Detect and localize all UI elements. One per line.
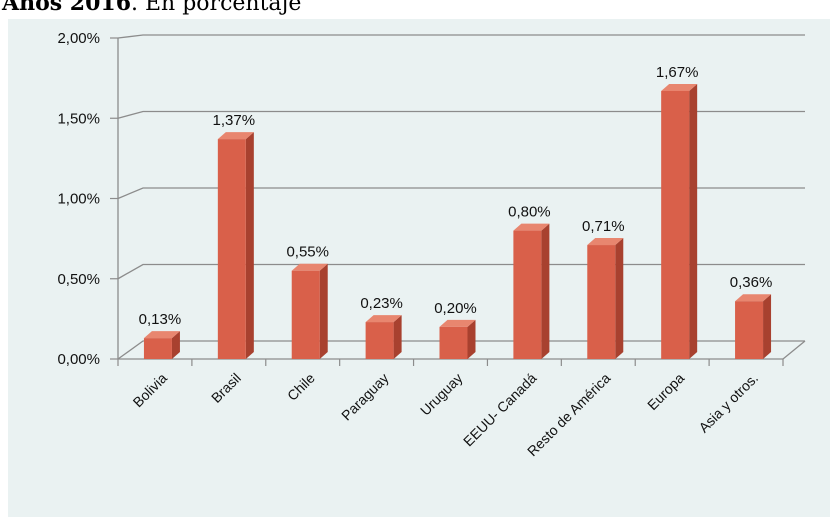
- bar-side: [319, 263, 328, 359]
- bar-top: [365, 315, 402, 323]
- gridline: [117, 187, 805, 200]
- bar-front: [365, 322, 394, 359]
- bar-front: [661, 90, 690, 359]
- bar: [439, 319, 476, 359]
- bar-front: [439, 326, 468, 359]
- chart-area: 0,00% 0,50% 1,00% 1,50% 2,00% 0,13% 1,37% 0,55…: [8, 19, 830, 517]
- bar-front: [735, 301, 764, 359]
- bar-top: [513, 223, 550, 231]
- bar-top: [143, 331, 180, 339]
- data-label: 0,36%: [730, 274, 773, 291]
- y-tick-label: 1,00%: [57, 191, 100, 208]
- bar-top: [661, 83, 698, 91]
- chart-heading: Años 2016. En porcentaje: [2, 0, 301, 18]
- x-tick-label: Europa: [644, 370, 687, 413]
- data-label: 0,55%: [286, 244, 329, 261]
- x-tick-label: Brasil: [208, 370, 244, 406]
- bar-front: [291, 270, 320, 359]
- bar: [587, 238, 624, 359]
- bar: [365, 315, 402, 359]
- gridline: [117, 110, 805, 119]
- data-label: 0,13%: [139, 311, 182, 328]
- bar: [735, 294, 772, 359]
- bar-front: [143, 338, 172, 359]
- y-tick-label: 0,50%: [57, 271, 100, 288]
- floor-right-edge: [782, 340, 806, 360]
- bar-side: [763, 294, 772, 359]
- bar-side: [689, 83, 698, 359]
- data-label: 0,71%: [582, 218, 625, 235]
- y-tick-label: 1,50%: [57, 110, 100, 127]
- bar-side: [245, 132, 254, 359]
- bar-top: [439, 319, 476, 327]
- data-label: 1,37%: [213, 112, 256, 129]
- x-tick-label: Uruguay: [417, 370, 466, 419]
- y-axis-ticks: 0,00% 0,50% 1,00% 1,50% 2,00%: [57, 30, 118, 368]
- bar-side: [467, 319, 476, 359]
- bar: [217, 132, 254, 359]
- data-label: 0,20%: [434, 300, 477, 317]
- y-tick-label: 2,00%: [57, 30, 100, 47]
- data-label: 0,80%: [508, 204, 551, 221]
- heading-unit: . En porcentaje: [131, 0, 302, 16]
- bar: [661, 83, 698, 359]
- bars: [143, 83, 772, 359]
- bar-front: [217, 139, 246, 359]
- gridline: [117, 34, 805, 39]
- bar-top: [735, 294, 772, 302]
- bar-front: [587, 245, 616, 359]
- x-tick-label: EEUU- Canadá: [460, 370, 540, 450]
- bar-side: [393, 315, 402, 359]
- x-tick-label: Asia y otros.: [695, 370, 761, 436]
- bar-top: [587, 238, 624, 246]
- data-labels: 0,13% 1,37% 0,55% 0,23% 0,20% 0,80% 0,71% 1,67%…: [139, 64, 773, 328]
- bar-side: [171, 331, 180, 359]
- bar-side: [615, 238, 624, 359]
- bar-side: [541, 223, 550, 359]
- bar: [513, 223, 550, 359]
- x-tick-label: Bolivia: [130, 370, 171, 411]
- bar-chart: 0,00% 0,50% 1,00% 1,50% 2,00% 0,13% 1,37% 0,55…: [57, 30, 806, 459]
- x-tick-label: Paraguay: [338, 370, 392, 424]
- bar-top: [217, 132, 254, 140]
- data-label: 1,67%: [656, 64, 699, 81]
- heading-years: Años 2016: [2, 0, 132, 16]
- y-tick-label: 0,00%: [57, 351, 100, 368]
- bar-front: [513, 230, 542, 359]
- bar: [143, 331, 180, 359]
- x-tick-label: Chile: [284, 370, 318, 404]
- gridline: [117, 340, 805, 360]
- gridline: [117, 263, 805, 280]
- bar-top: [291, 263, 328, 271]
- data-label: 0,23%: [360, 295, 403, 312]
- bar: [291, 263, 328, 359]
